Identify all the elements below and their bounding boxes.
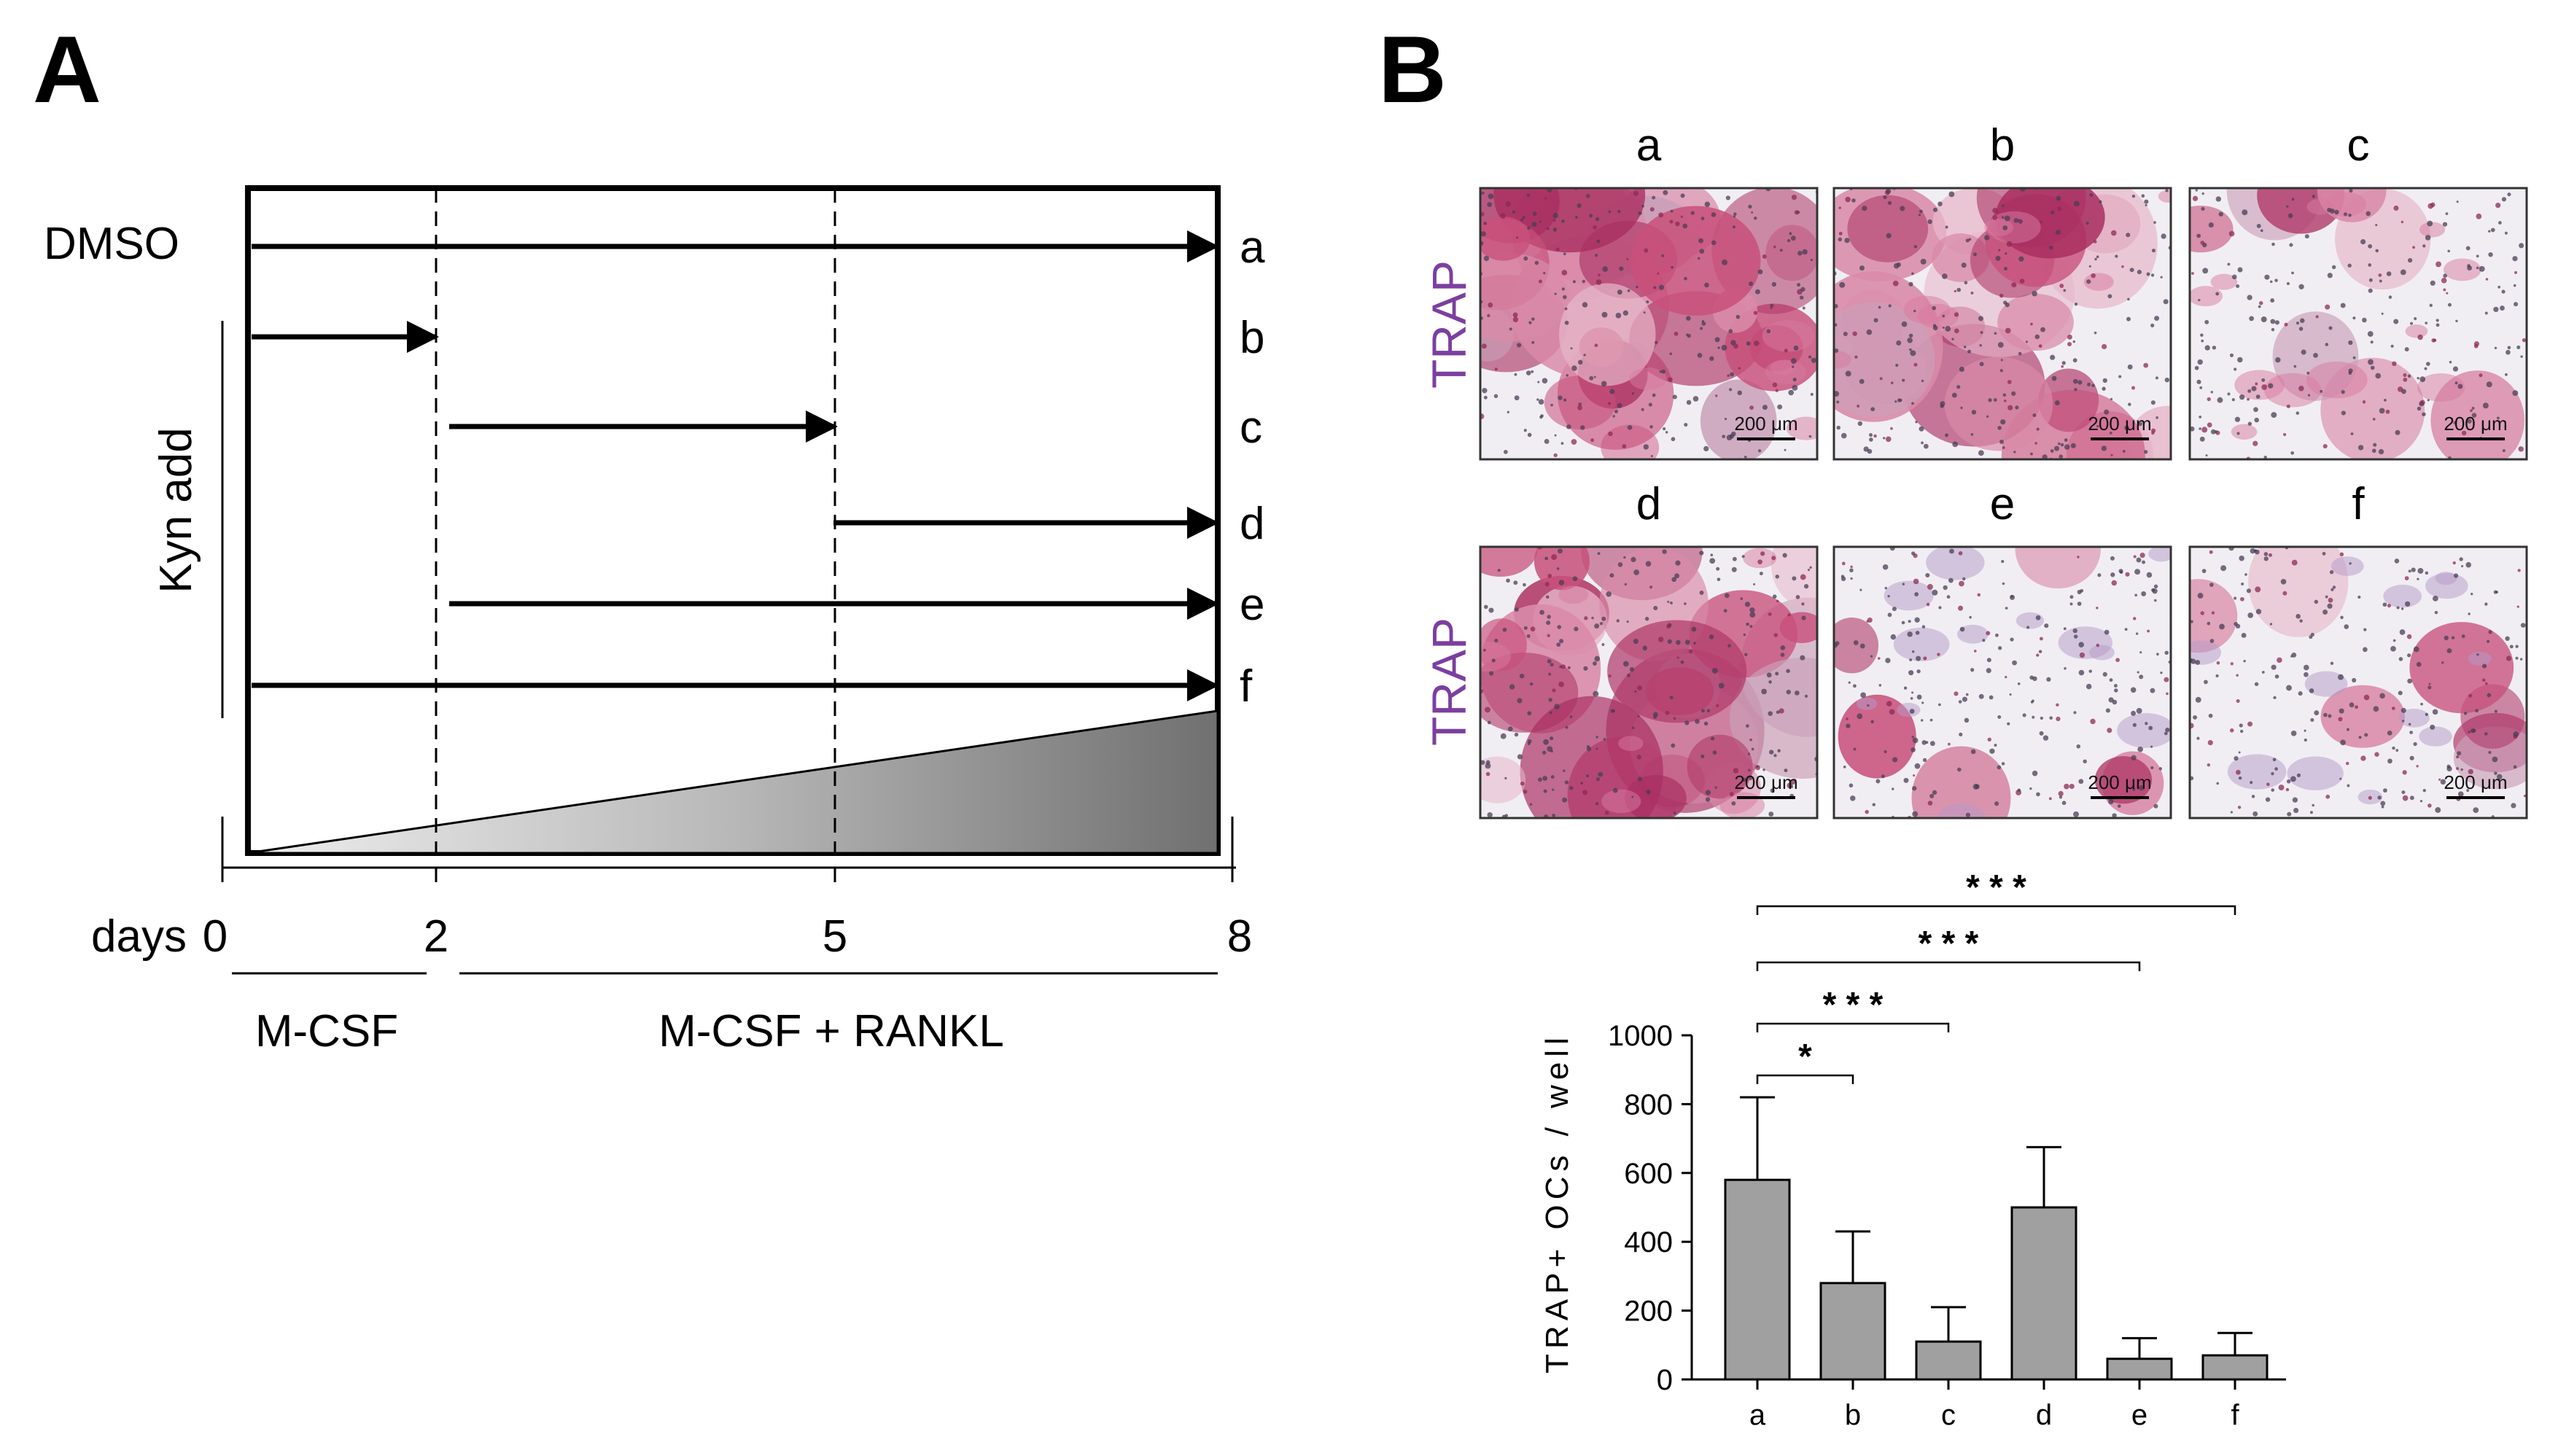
y-tick-label-1000: 1000 bbox=[1608, 1020, 1673, 1052]
micrograph-grid: a 200 μm b 200 μm c 200 μm d 200 μm e 200 μm f 200 … bbox=[1479, 120, 2528, 820]
panel-a-label: A bbox=[33, 16, 101, 122]
dmso-label: DMSO bbox=[44, 219, 179, 269]
rankl-phase-label: M-CSF + RANKL bbox=[658, 1006, 1004, 1056]
micrograph-d: d 200 μm bbox=[1479, 479, 1819, 820]
bar-chart: TRAP+ OCs / well 0 200 400 600 800 1000 a b c d e f… bbox=[1539, 868, 2286, 1431]
scale-bar-label-b: 200 μm bbox=[2088, 413, 2151, 435]
micrograph-b: b 200 μm bbox=[1832, 120, 2172, 461]
trap-label-bottom: TRAP bbox=[1422, 618, 1476, 746]
significance-label-a-e: * * * bbox=[1919, 924, 1979, 963]
x-tick-label-a: a bbox=[1749, 1399, 1766, 1431]
x-tick-label-b: b bbox=[1845, 1399, 1861, 1431]
y-tick-label-400: 400 bbox=[1624, 1226, 1673, 1258]
bar-d bbox=[2010, 1206, 2077, 1381]
micrograph-label-e: e bbox=[1990, 479, 2015, 529]
significance-bracket-a-b bbox=[1756, 1074, 1854, 1084]
x-tick-label-d: d bbox=[2036, 1399, 2052, 1431]
significance-bracket-a-e bbox=[1756, 961, 2141, 971]
x-tick-label-e: e bbox=[2131, 1399, 2147, 1431]
y-axis-label: TRAP+ OCs / well bbox=[1539, 1032, 1575, 1374]
scale-bar-label-d: 200 μm bbox=[1734, 771, 1797, 793]
micrograph-a: a 200 μm bbox=[1479, 120, 1819, 461]
day-tick-8: 8 bbox=[1227, 911, 1252, 962]
mcsf-phase-label: M-CSF bbox=[255, 1006, 398, 1056]
significance-label-a-c: * * * bbox=[1823, 986, 1884, 1024]
y-tick-label-800: 800 bbox=[1624, 1089, 1673, 1121]
scale-bar-label-e: 200 μm bbox=[2088, 771, 2151, 793]
significance-bracket-a-f bbox=[1756, 905, 2236, 915]
day-tick-5: 5 bbox=[823, 911, 847, 962]
scale-bar-label-c: 200 μm bbox=[2444, 413, 2507, 435]
rankl-wedge bbox=[247, 709, 1219, 854]
row-label-f: f bbox=[1240, 661, 1253, 712]
bar-e bbox=[2106, 1358, 2173, 1381]
x-tick-label-c: c bbox=[1941, 1399, 1956, 1431]
row-label-a: a bbox=[1240, 222, 1265, 273]
days-label: days bbox=[91, 911, 187, 962]
row-label-d: d bbox=[1240, 499, 1264, 549]
significance-label-a-b: * bbox=[1798, 1038, 1812, 1076]
day-tick-0: 0 bbox=[203, 911, 228, 962]
micrograph-label-f: f bbox=[2352, 479, 2365, 529]
kyn-label: Kyn add bbox=[151, 427, 201, 593]
scale-bar-label-a: 200 μm bbox=[1734, 413, 1797, 435]
micrograph-label-a: a bbox=[1636, 120, 1662, 171]
micrograph-e: e 200 μm bbox=[1832, 479, 2172, 820]
row-label-b: b bbox=[1240, 313, 1264, 363]
micrograph-label-c: c bbox=[2347, 120, 2370, 171]
treatment-arrows bbox=[252, 230, 1219, 701]
y-tick-label-0: 0 bbox=[1657, 1364, 1673, 1396]
x-tick-label-f: f bbox=[2231, 1399, 2239, 1431]
panel-b-label: B bbox=[1378, 16, 1447, 122]
micrograph-c: c 200 μm bbox=[2188, 120, 2528, 461]
bar-f bbox=[2201, 1354, 2269, 1381]
y-tick-label-600: 600 bbox=[1624, 1158, 1673, 1190]
bar-c bbox=[1915, 1340, 1982, 1381]
day-tick-2: 2 bbox=[424, 911, 448, 962]
micrograph-label-b: b bbox=[1990, 120, 2015, 171]
panel-b: B TRAP TRAP a 200 μm b 200 μm c 200 μm d 200 μm… bbox=[1378, 16, 2528, 1431]
scale-bar-label-f: 200 μm bbox=[2444, 771, 2507, 793]
bar-a bbox=[1724, 1178, 1791, 1381]
significance-label-a-f: * * * bbox=[1966, 868, 2026, 907]
row-label-e: e bbox=[1240, 580, 1264, 630]
bar-b bbox=[1819, 1282, 1886, 1381]
trap-label-top: TRAP bbox=[1422, 260, 1476, 389]
y-tick-label-200: 200 bbox=[1624, 1296, 1673, 1328]
micrograph-label-d: d bbox=[1636, 479, 1661, 529]
row-label-c: c bbox=[1240, 402, 1262, 453]
micrograph-f: f 200 μm bbox=[2188, 479, 2528, 820]
significance-bracket-a-c bbox=[1756, 1022, 1950, 1032]
